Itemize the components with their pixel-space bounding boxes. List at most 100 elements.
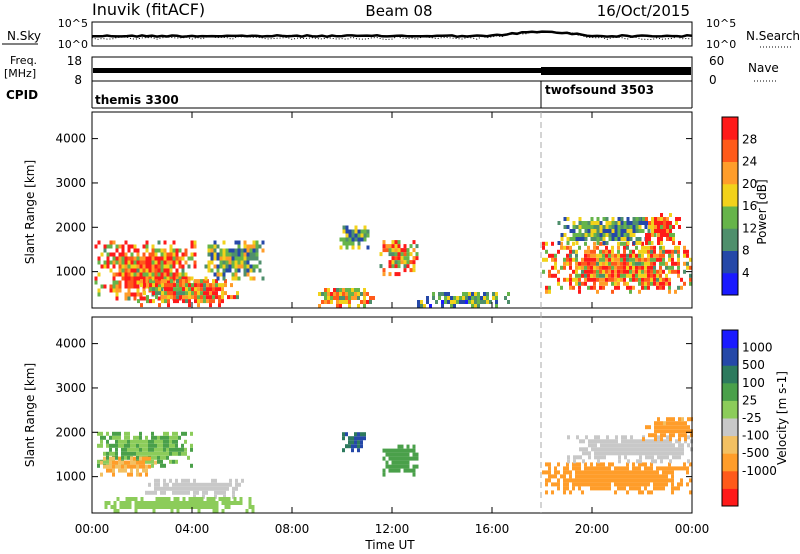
power-cell [207, 244, 211, 249]
x-tick-label: 04:00 [175, 522, 210, 536]
power-cell [662, 261, 665, 266]
power-cell [578, 221, 582, 225]
power-cell [674, 261, 677, 266]
power-cell [252, 276, 256, 281]
velocity-cell [609, 447, 612, 452]
velocity-cell [142, 443, 145, 448]
velocity-cell [157, 447, 160, 452]
velocity-cell [660, 437, 663, 442]
power-cell [575, 269, 578, 274]
velocity-cell [388, 456, 392, 461]
velocity-cell [131, 497, 135, 501]
velocity-cell [184, 478, 187, 483]
velocity-cell [151, 443, 154, 448]
velocity-cell [193, 478, 196, 483]
velocity-cell [635, 486, 638, 491]
velocity-cell [588, 443, 591, 448]
velocity-cell [357, 432, 360, 437]
power-cell [170, 279, 173, 284]
velocity-cell [134, 509, 138, 513]
power-cell [157, 248, 161, 253]
velocity-cell [182, 501, 186, 505]
velocity-cell [644, 470, 647, 475]
velocity-cell [251, 509, 255, 513]
power-cell [596, 273, 599, 278]
velocity-cell [668, 462, 671, 467]
power-colorbar-tick: 12 [742, 221, 757, 235]
velocity-cell [663, 421, 666, 426]
velocity-cell [127, 431, 130, 436]
velocity-cell [175, 482, 178, 487]
power-cell [151, 252, 155, 257]
power-cell [209, 295, 212, 300]
power-cell [130, 284, 134, 289]
power-cell [663, 229, 666, 233]
velocity-cell [612, 447, 615, 452]
power-cell [397, 244, 401, 249]
velocity-cell [106, 451, 109, 456]
velocity-cell [597, 451, 600, 456]
velocity-cell [160, 439, 163, 444]
power-cell [169, 264, 173, 269]
velocity-cell [654, 439, 657, 444]
velocity-cell [121, 447, 124, 452]
power-cell [596, 261, 599, 266]
power-cell [647, 245, 650, 250]
power-cell [666, 225, 669, 229]
power-cell [648, 237, 651, 241]
velocity-cell [584, 478, 587, 483]
power-cell [575, 277, 578, 282]
power-cell [593, 245, 596, 250]
velocity-cell [590, 474, 593, 479]
power-cell [668, 285, 671, 290]
power-cell [397, 260, 401, 265]
power-cell [184, 272, 188, 277]
velocity-cell [660, 459, 663, 464]
velocity-cell [545, 478, 548, 483]
power-cell [563, 245, 566, 250]
power-cell [188, 295, 191, 300]
velocity-cell [218, 497, 222, 501]
power-cell [207, 252, 211, 257]
power-cell [602, 261, 605, 266]
velocity-cell [650, 490, 653, 495]
velocity-cell [212, 509, 216, 513]
power-cell [599, 273, 602, 278]
power-cell [660, 229, 663, 233]
power-cell [403, 268, 407, 273]
power-cell [215, 287, 218, 292]
power-cell [133, 268, 137, 273]
velocity-cell [648, 433, 651, 438]
velocity-cell [551, 482, 554, 487]
velocity-cell [149, 505, 153, 509]
power-cell [605, 217, 609, 221]
velocity-cell [100, 460, 103, 465]
velocity-cell [590, 470, 593, 475]
velocity-cell [548, 470, 551, 475]
velocity-cell [139, 439, 142, 444]
velocity-cell [184, 447, 187, 452]
power-cell [412, 264, 416, 269]
velocity-cell [154, 490, 157, 495]
power-colorbar-tick: 20 [742, 177, 757, 191]
power-cell [225, 260, 229, 265]
power-cell [173, 283, 176, 288]
power-cell [158, 303, 161, 308]
velocity-cell [106, 431, 109, 436]
velocity-cell [662, 466, 665, 471]
power-cell [152, 299, 155, 304]
power-cell [142, 280, 146, 285]
velocity-cell [639, 439, 642, 444]
power-cell [161, 291, 164, 296]
power-cell [659, 265, 662, 270]
velocity-cell [668, 478, 671, 483]
velocity-cell [663, 429, 666, 434]
velocity-cell [224, 501, 228, 505]
power-cell [345, 233, 349, 238]
velocity-cell [181, 443, 184, 448]
power-cell [255, 244, 259, 249]
velocity-cell [683, 466, 686, 471]
velocity-cell [617, 478, 620, 483]
power-cell [151, 280, 155, 285]
velocity-cell [391, 452, 395, 457]
